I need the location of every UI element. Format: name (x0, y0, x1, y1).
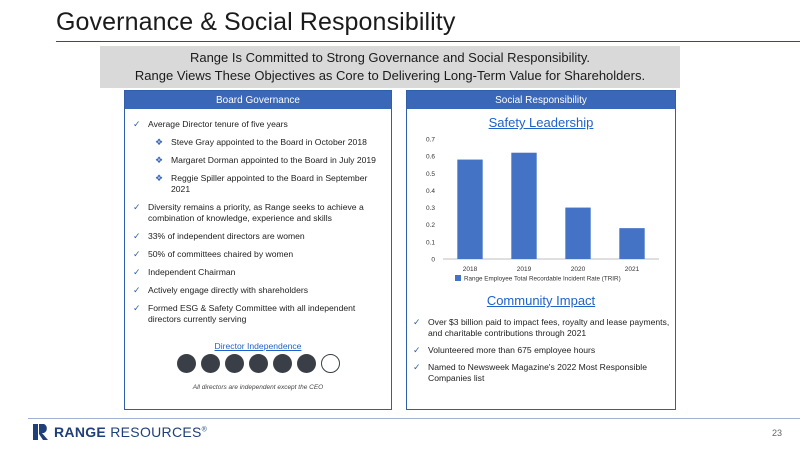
list-item-text: Volunteered more than 675 employee hours (428, 345, 596, 355)
check-icon: ✓ (133, 202, 141, 212)
y-tick-label: 0 (431, 257, 435, 264)
safety-leadership-link[interactable]: Safety Leadership (488, 115, 594, 130)
list-item: ✓ Diversity remains a priority, as Range … (133, 202, 387, 224)
list-item: ✓ 33% of independent directors are women (133, 231, 387, 242)
list-item-text: Diversity remains a priority, as Range s… (148, 202, 364, 223)
list-item-text: Named to Newsweek Magazine's 2022 Most R… (428, 362, 647, 383)
list-item: ✓ Volunteered more than 675 employee hour… (413, 345, 671, 356)
y-tick-label: 0.6 (426, 154, 435, 161)
banner-line-1: Range Is Committed to Strong Governance … (189, 50, 591, 65)
list-item-text: 33% of independent directors are women (148, 231, 305, 241)
list-item-text: Margaret Dorman appointed to the Board i… (171, 155, 376, 165)
footer-rule (28, 418, 800, 419)
community-impact-link[interactable]: Community Impact (486, 293, 596, 308)
logo-registered-mark: ® (201, 426, 208, 434)
diamond-bullet-icon: ❖ (155, 155, 164, 165)
board-governance-panel: Board Governance ✓ Average Director tenur… (124, 90, 392, 410)
y-tick-label: 0.4 (426, 188, 435, 195)
list-item: ✓ 50% of committees chaired by women (133, 249, 387, 260)
title-rule (56, 41, 800, 42)
legend-swatch (455, 275, 461, 281)
trir-chart-svg: 0 0.1 0.2 0.3 0.4 0.5 0.6 0.7 2018 2019 2020 2021 Ra… (426, 137, 659, 283)
list-item: ✓ Actively engage directly with sharehold… (133, 285, 387, 296)
logo-suffix: RESOURCES (106, 424, 202, 440)
non-independent-director-dot (321, 354, 340, 373)
board-governance-header: Board Governance (125, 91, 391, 109)
independent-director-dot (297, 354, 316, 373)
list-item-text: 50% of committees chaired by women (148, 249, 294, 259)
logo-brand: RANGE (54, 424, 107, 440)
board-governance-list: ✓ Average Director tenure of five years ❖… (133, 119, 387, 332)
list-item: ✓ Average Director tenure of five years (133, 119, 387, 130)
check-icon: ✓ (413, 362, 421, 372)
list-item-text: Actively engage directly with shareholde… (148, 285, 309, 295)
bar-2021 (619, 228, 645, 259)
list-item: ✓ Independent Chairman (133, 267, 387, 278)
social-responsibility-panel: Social Responsibility Safety Leadership … (406, 90, 676, 410)
social-responsibility-header: Social Responsibility (407, 91, 675, 109)
list-item: ❖ Reggie Spiller appointed to the Board i… (133, 173, 387, 195)
range-logo-icon (33, 424, 48, 440)
independent-director-dot (273, 354, 292, 373)
banner-line-2: Range Views These Objectives as Core to … (134, 68, 646, 83)
list-item: ❖ Margaret Dorman appointed to the Board … (133, 155, 387, 166)
check-icon: ✓ (133, 119, 141, 129)
diamond-bullet-icon: ❖ (155, 173, 164, 183)
independent-director-dot (177, 354, 196, 373)
list-item: ❖ Steve Gray appointed to the Board in Oc… (133, 137, 387, 148)
logo-text: RANGE RESOURCES® (54, 424, 207, 440)
x-tick-label: 2020 (571, 266, 586, 273)
director-independence-dots (177, 354, 340, 373)
list-item: ✓ Named to Newsweek Magazine's 2022 Most … (413, 362, 671, 384)
y-tick-label: 0.5 (426, 171, 435, 178)
trir-chart: 0 0.1 0.2 0.3 0.4 0.5 0.6 0.7 2018 2019 2020 2021 Ra… (411, 131, 671, 294)
list-item-text: Reggie Spiller appointed to the Board in… (171, 173, 368, 194)
check-icon: ✓ (133, 249, 141, 259)
list-item-text: Average Director tenure of five years (148, 119, 288, 129)
community-impact-list: ✓ Over $3 billion paid to impact fees, ro… (413, 317, 671, 390)
bar-2020 (565, 207, 591, 259)
diamond-bullet-icon: ❖ (155, 137, 164, 147)
list-item-text: Steve Gray appointed to the Board in Oct… (171, 137, 367, 147)
director-independence-link[interactable]: Director Independence (214, 341, 302, 351)
y-tick-label: 0.3 (426, 205, 435, 212)
x-tick-label: 2019 (517, 266, 532, 273)
y-tick-label: 0.1 (426, 239, 435, 246)
list-item: ✓ Formed ESG & Safety Committee with all … (133, 303, 387, 325)
page-number: 23 (771, 428, 782, 438)
bar-2018 (457, 159, 483, 259)
legend-label: Range Employee Total Recordable Incident… (464, 276, 621, 283)
check-icon: ✓ (133, 267, 141, 277)
bar-2019 (511, 152, 537, 259)
x-tick-label: 2021 (625, 266, 640, 273)
x-tick-label: 2018 (463, 266, 478, 273)
director-independence-note: All directors are independent except the… (192, 384, 324, 391)
list-item: ✓ Over $3 billion paid to impact fees, ro… (413, 317, 671, 339)
check-icon: ✓ (133, 231, 141, 241)
check-icon: ✓ (133, 285, 141, 295)
check-icon: ✓ (133, 303, 141, 313)
independent-director-dot (225, 354, 244, 373)
list-item-text: Independent Chairman (148, 267, 236, 277)
list-item-text: Formed ESG & Safety Committee with all i… (148, 303, 356, 324)
banner: Range Is Committed to Strong Governance … (100, 46, 680, 88)
independent-director-dot (249, 354, 268, 373)
independent-director-dot (201, 354, 220, 373)
list-item-text: Over $3 billion paid to impact fees, roy… (428, 317, 670, 338)
y-tick-label: 0.7 (426, 137, 435, 144)
page-title: Governance & Social Responsibility (56, 8, 456, 36)
range-resources-logo: RANGE RESOURCES® (33, 424, 207, 440)
check-icon: ✓ (413, 317, 421, 327)
y-tick-label: 0.2 (426, 222, 435, 229)
check-icon: ✓ (413, 345, 421, 355)
